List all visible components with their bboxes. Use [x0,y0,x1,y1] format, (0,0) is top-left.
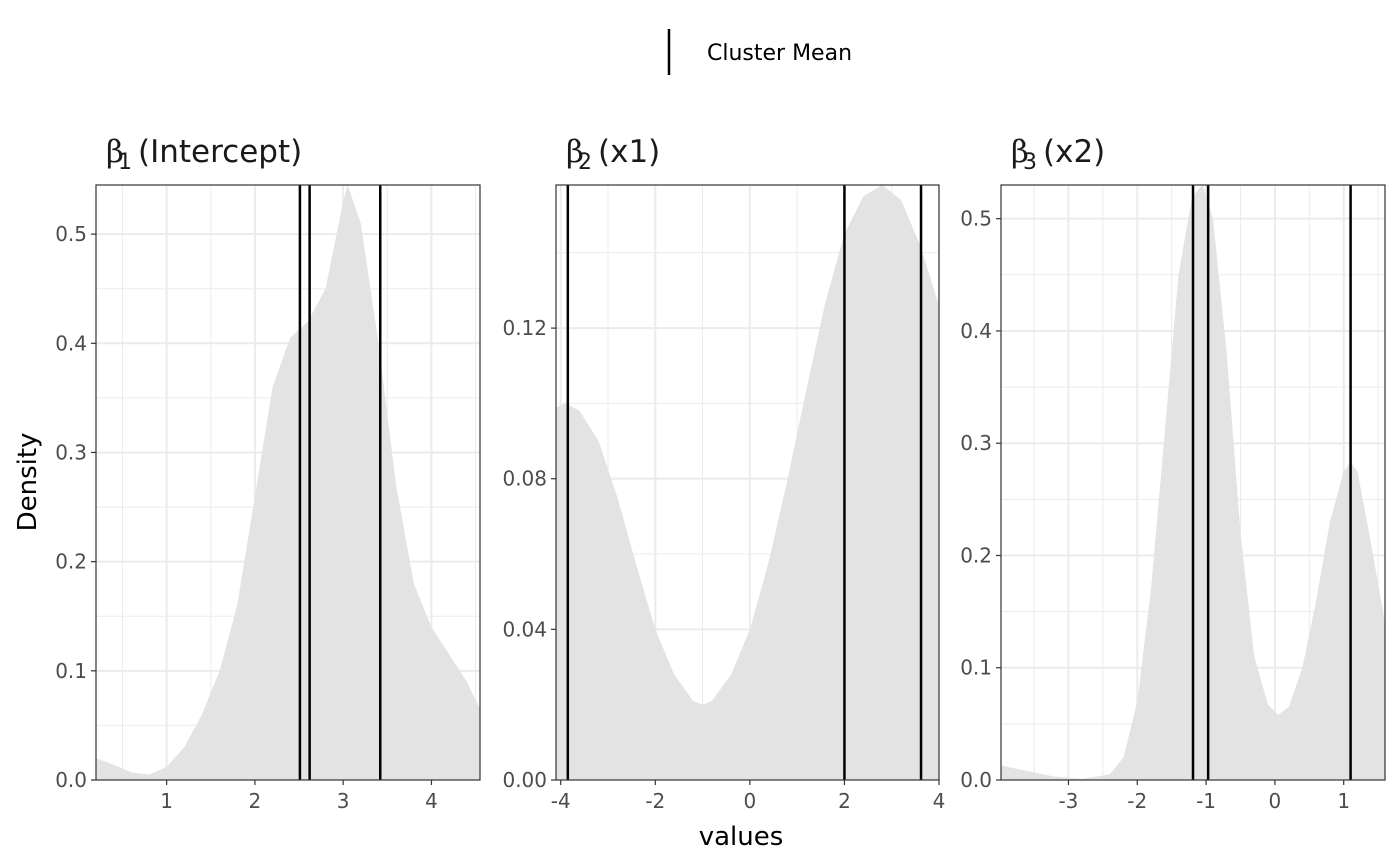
x-tick-label: 4 [933,789,946,813]
x-tick-label: -3 [1058,789,1078,813]
y-tick-label: 0.04 [502,617,547,641]
panel-border [555,184,940,781]
legend: Cluster Mean [667,29,852,75]
legend-label: Cluster Mean [707,41,852,66]
facet-label: (x2) [1043,134,1105,170]
y-tick-label: 0.5 [960,207,992,231]
x-tick-label: 4 [425,789,438,813]
x-tick-label: 1 [160,789,173,813]
y-tick-label: 0.3 [55,440,87,464]
facet-panel-1: β 1 (Intercept) 1 2 3 4 0.0 0.1 0.2 0.3 0.4 0.5 [55,134,481,813]
facet-title-2: β 2 (x1) [566,134,660,175]
facet-title-3: β 3 (x2) [1011,134,1105,175]
facet-subscript: 3 [1023,150,1037,175]
facet-label: (x1) [598,134,660,170]
facet-panel-3: β 3 (x2) -3 -2 -1 0 1 0.0 0.1 0.2 0.3 0.4 0.5 [960,134,1386,813]
x-tick-label: 3 [337,789,350,813]
y-tick-label: 0.0 [960,768,992,792]
facet-title-1: β 1 (Intercept) [106,134,302,175]
facet-subscript: 2 [578,150,592,175]
y-tick-label: 0.00 [502,768,547,792]
x-tick-label: -1 [1196,789,1216,813]
facet-panel-2: β 2 (x1) -4 -2 0 2 4 0.00 0.04 0.08 0.12 [502,134,946,813]
panel-border [95,184,481,781]
x-tick-label: 2 [838,789,851,813]
y-tick-label: 0.4 [55,331,87,355]
facet-symbol: β [566,134,584,170]
x-tick-label: -4 [551,789,571,813]
y-axis-title: Density [13,433,43,532]
y-tick-label: 0.1 [55,659,87,683]
y-tick-label: 0.12 [502,316,547,340]
x-tick-label: -2 [645,789,665,813]
density-area [96,185,480,780]
y-tick-label: 0.1 [960,656,992,680]
x-tick-label: 1 [1337,789,1350,813]
x-tick-label: 2 [249,789,262,813]
panel-border [1000,184,1386,781]
facet-label: (Intercept) [138,134,302,170]
y-tick-label: 0.5 [55,222,87,246]
facet-symbol: β [106,134,124,170]
y-tick-label: 0.2 [55,550,87,574]
facet-subscript: 1 [118,150,132,175]
facet-symbol: β [1011,134,1029,170]
x-tick-label: -2 [1127,789,1147,813]
x-tick-label: 0 [743,789,756,813]
x-axis-title: values [699,822,784,852]
y-tick-label: 0.3 [960,431,992,455]
y-tick-label: 0.0 [55,768,87,792]
y-tick-label: 0.08 [502,467,547,491]
y-tick-label: 0.2 [960,543,992,567]
x-tick-label: 0 [1269,789,1282,813]
y-tick-label: 0.4 [960,319,992,343]
